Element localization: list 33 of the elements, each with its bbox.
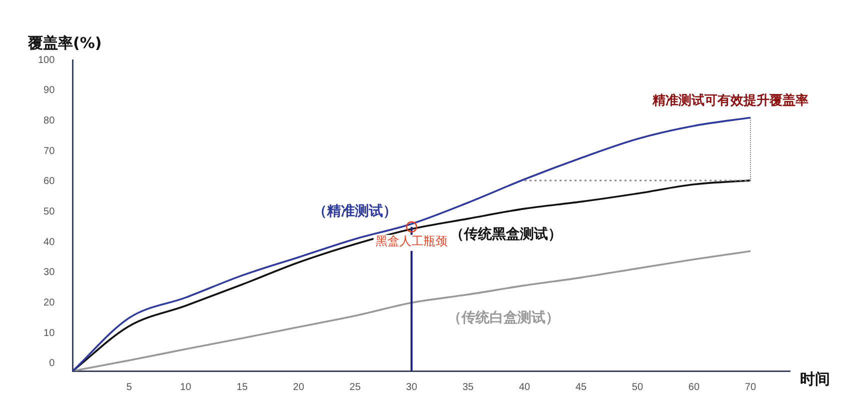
x-tick-label: 5: [126, 382, 132, 393]
x-tick-label: 45: [575, 382, 588, 393]
y-tick-label: 70: [44, 146, 56, 157]
y-tick-label: 10: [44, 328, 56, 339]
x-tick-label: 60: [688, 382, 700, 393]
y-tick-label: 60: [44, 176, 56, 188]
y-tick-label: 100: [38, 54, 56, 66]
line-series: [72, 250, 752, 371]
series-label: （传统黑盒测试）: [450, 225, 562, 242]
y-tick-label: 80: [44, 115, 56, 126]
series-label: （精准测试）: [313, 204, 398, 220]
x-tick-label: 15: [236, 382, 248, 393]
y-axis-title: 覆盖率(%): [28, 34, 102, 53]
x-tick-label: 70: [744, 382, 756, 393]
x-tick-label: 20: [293, 382, 305, 393]
series-label: （传统白盒测试）: [448, 309, 560, 326]
x-tick-label: 35: [462, 382, 474, 393]
y-tick-label: 20: [44, 297, 56, 308]
y-tick-label: 90: [44, 85, 56, 96]
line-series: [72, 180, 752, 371]
annotation: 黑盒人工瓶颈: [376, 234, 448, 248]
y-tick-label: 40: [44, 236, 56, 248]
annotation: 精准测试可有效提升覆盖率: [651, 92, 808, 109]
x-tick-label: 10: [180, 382, 192, 393]
x-axis-title: 时间: [800, 370, 830, 389]
y-tick-label: 50: [44, 206, 56, 218]
x-tick-label: 30: [406, 382, 418, 393]
x-tick-label: 40: [518, 382, 531, 393]
y-tick-label: 30: [44, 267, 56, 278]
x-tick-label: 50: [632, 382, 644, 393]
y-tick-label: 0: [49, 358, 56, 370]
line-series: [72, 116, 752, 371]
x-tick-label: 25: [350, 382, 362, 393]
